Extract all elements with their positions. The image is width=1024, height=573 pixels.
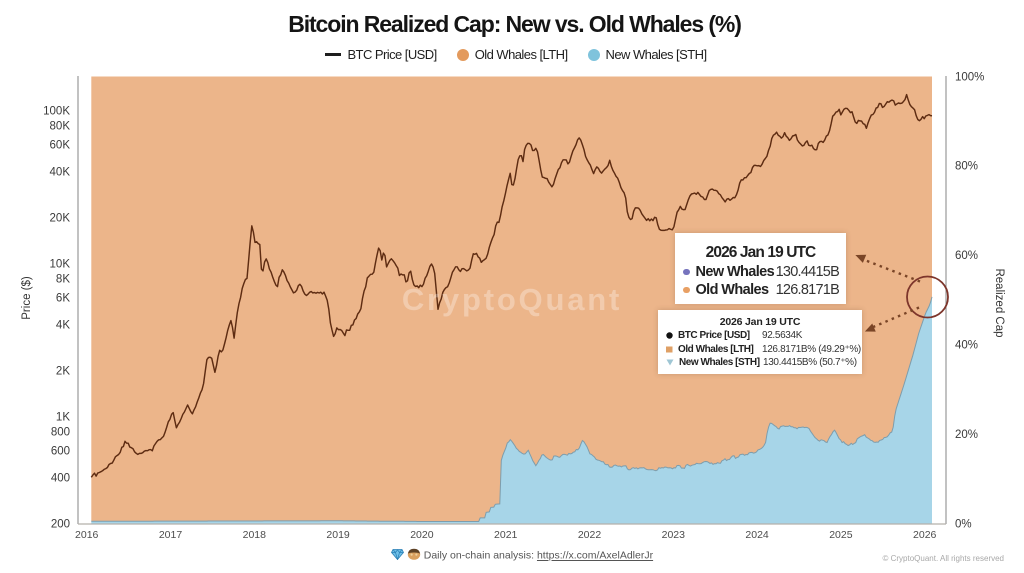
svg-text:40K: 40K (50, 166, 71, 178)
svg-text:600: 600 (51, 446, 70, 458)
svg-text:80%: 80% (955, 161, 978, 173)
svg-text:6K: 6K (56, 293, 70, 305)
svg-text:100%: 100% (955, 71, 984, 83)
svg-text:2019: 2019 (326, 529, 350, 541)
svg-text:200: 200 (51, 519, 70, 531)
svg-text:20K: 20K (50, 213, 71, 225)
svg-text:0%: 0% (955, 518, 972, 530)
svg-text:20%: 20% (955, 429, 978, 441)
svg-text:2024: 2024 (745, 529, 769, 541)
svg-text:4K: 4K (56, 320, 70, 332)
svg-text:2K: 2K (56, 366, 70, 378)
svg-text:2023: 2023 (662, 529, 686, 541)
svg-text:2016: 2016 (75, 529, 99, 541)
svg-text:40%: 40% (955, 340, 978, 352)
svg-text:100K: 100K (43, 106, 70, 118)
svg-text:60%: 60% (955, 250, 978, 262)
svg-text:400: 400 (51, 473, 70, 485)
svg-text:60K: 60K (50, 140, 71, 152)
svg-text:8K: 8K (56, 273, 70, 285)
svg-text:2020: 2020 (410, 529, 434, 541)
svg-text:10K: 10K (50, 259, 71, 271)
svg-text:80K: 80K (50, 120, 71, 132)
svg-text:2025: 2025 (829, 529, 853, 541)
svg-text:2018: 2018 (243, 529, 267, 541)
svg-text:2021: 2021 (494, 529, 518, 541)
svg-text:800: 800 (51, 427, 70, 439)
svg-text:2017: 2017 (159, 529, 183, 541)
svg-text:2022: 2022 (578, 529, 602, 541)
svg-text:1K: 1K (56, 412, 70, 424)
svg-text:2026: 2026 (913, 529, 937, 541)
